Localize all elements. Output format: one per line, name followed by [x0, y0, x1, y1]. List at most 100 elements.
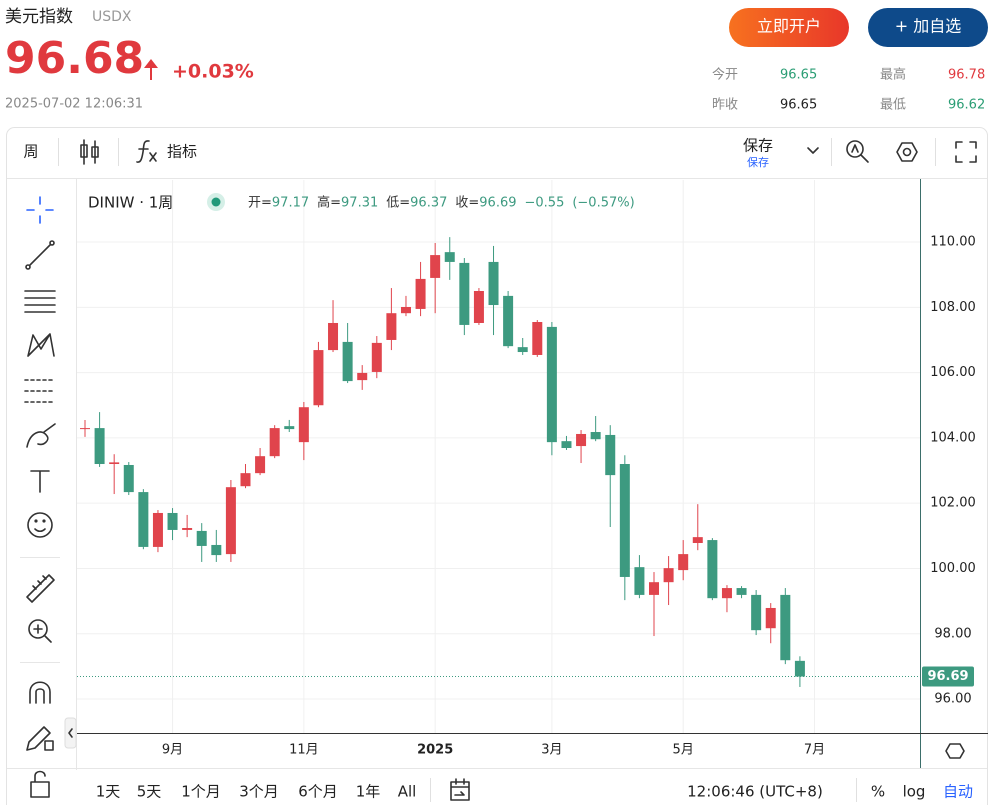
- pattern-tool[interactable]: [27, 333, 55, 357]
- brush-tool[interactable]: [26, 423, 56, 448]
- y-tick-label: 106.00: [930, 365, 976, 380]
- stat-label: 昨收: [712, 98, 738, 113]
- candle-body: [123, 464, 134, 493]
- range-button[interactable]: 5天: [137, 783, 162, 801]
- x-tick-label: 2025: [417, 743, 453, 758]
- candle-body: [298, 407, 309, 443]
- x-tick-label: 3月: [541, 743, 562, 758]
- axis-settings-icon[interactable]: [945, 743, 965, 759]
- legend-item: 高=: [317, 195, 341, 211]
- candle-body: [605, 434, 616, 476]
- candle-body: [225, 487, 236, 555]
- measure-tool[interactable]: [26, 574, 55, 603]
- open-account-button[interactable]: [729, 8, 849, 47]
- candle-body: [473, 290, 484, 323]
- candle-body: [138, 492, 149, 547]
- goto-date-icon[interactable]: [450, 778, 470, 801]
- candle-body: [736, 588, 747, 595]
- candle-body: [182, 527, 193, 530]
- zoom-tool[interactable]: [28, 619, 52, 643]
- timestamp: 2025-07-02 12:06:31: [5, 97, 143, 112]
- line-tool[interactable]: [25, 240, 55, 270]
- candle-body: [167, 512, 178, 530]
- range-button[interactable]: 1天: [96, 783, 121, 801]
- candle-body: [269, 428, 280, 457]
- stat-value: 96.65: [780, 68, 817, 83]
- candle-body: [590, 432, 601, 440]
- candle-body: [459, 262, 470, 325]
- candle-body: [532, 322, 543, 355]
- candle-body: [211, 544, 222, 556]
- emoji-tool[interactable]: [27, 512, 53, 538]
- lock-drawing-tool[interactable]: [26, 726, 54, 751]
- magnet-tool[interactable]: [29, 681, 51, 704]
- x-tick-label: 11月: [289, 743, 319, 758]
- range-button[interactable]: 6个月: [298, 783, 338, 801]
- fullscreen-icon[interactable]: [955, 141, 977, 163]
- status-dot: [211, 197, 221, 207]
- text-tool[interactable]: [30, 470, 50, 493]
- legend-item: 97.17: [272, 196, 309, 211]
- save-sublabel[interactable]: 保存: [747, 155, 769, 169]
- x-tick-label: 9月: [162, 743, 183, 758]
- candle-body: [357, 372, 368, 381]
- candle-body: [240, 473, 251, 487]
- fx-icon[interactable]: [136, 140, 157, 163]
- candle-body: [751, 594, 762, 631]
- x-tick-label: 7月: [804, 743, 825, 758]
- current-price-badge: [922, 666, 974, 687]
- fib-tool[interactable]: [24, 379, 56, 403]
- legend-item: 97.31: [341, 196, 378, 211]
- candle-body: [386, 313, 397, 340]
- save-menu-chevron[interactable]: [807, 147, 819, 154]
- collapse-tab[interactable]: [64, 717, 77, 749]
- quick-search-icon[interactable]: [846, 140, 869, 163]
- candle-body: [400, 306, 411, 314]
- range-button[interactable]: All: [398, 783, 417, 801]
- range-button[interactable]: 1年: [356, 783, 381, 801]
- channel-tool[interactable]: [24, 290, 56, 313]
- candle-body: [663, 568, 674, 583]
- indicators-button[interactable]: 指标: [167, 143, 197, 161]
- candle-type-icon[interactable]: [80, 139, 99, 165]
- lock-tool[interactable]: [30, 770, 50, 798]
- quote-price: 96.68: [5, 33, 144, 84]
- candle-body: [634, 567, 645, 595]
- legend-item: 96.37: [410, 196, 447, 211]
- range-button[interactable]: 1个月: [181, 783, 221, 801]
- candle-body: [444, 252, 455, 262]
- scale-option[interactable]: log: [903, 783, 926, 801]
- candle-body: [517, 347, 528, 353]
- up-arrow: [144, 59, 158, 80]
- crosshair-tool[interactable]: [26, 196, 54, 224]
- candle-body: [488, 261, 499, 306]
- range-button[interactable]: 3个月: [239, 783, 279, 801]
- candle-body: [196, 530, 207, 546]
- settings-icon[interactable]: [896, 142, 918, 162]
- open-account-label[interactable]: 立即开户: [757, 17, 821, 36]
- candle-body: [692, 537, 703, 544]
- watchlist-label[interactable]: + 加自选: [895, 17, 962, 36]
- watchlist-button[interactable]: [868, 8, 988, 47]
- interval-button[interactable]: 周: [23, 143, 38, 161]
- candle-body: [794, 660, 805, 677]
- stat-value: 96.62: [948, 98, 985, 113]
- candle-body: [430, 255, 441, 278]
- stat-label: 最高: [880, 67, 906, 83]
- stat-label: 最低: [880, 98, 906, 113]
- legend-item: 开=: [248, 196, 272, 211]
- current-price-label: 96.69: [927, 669, 968, 684]
- save-button[interactable]: 保存: [743, 137, 773, 155]
- candle-body: [765, 607, 776, 629]
- quote-code: USDX: [92, 9, 132, 25]
- candle-body: [152, 512, 163, 547]
- candle-body: [576, 433, 587, 447]
- scale-option[interactable]: %: [871, 783, 885, 801]
- candle-body: [313, 350, 324, 406]
- chart-frame: [6, 127, 988, 805]
- quote-name: 美元指数: [5, 7, 73, 27]
- candle-body: [255, 456, 266, 474]
- chart-title: DINIW · 1周: [88, 194, 173, 212]
- scale-option[interactable]: 自动: [943, 783, 973, 801]
- quote-change: +0.03%: [172, 61, 254, 83]
